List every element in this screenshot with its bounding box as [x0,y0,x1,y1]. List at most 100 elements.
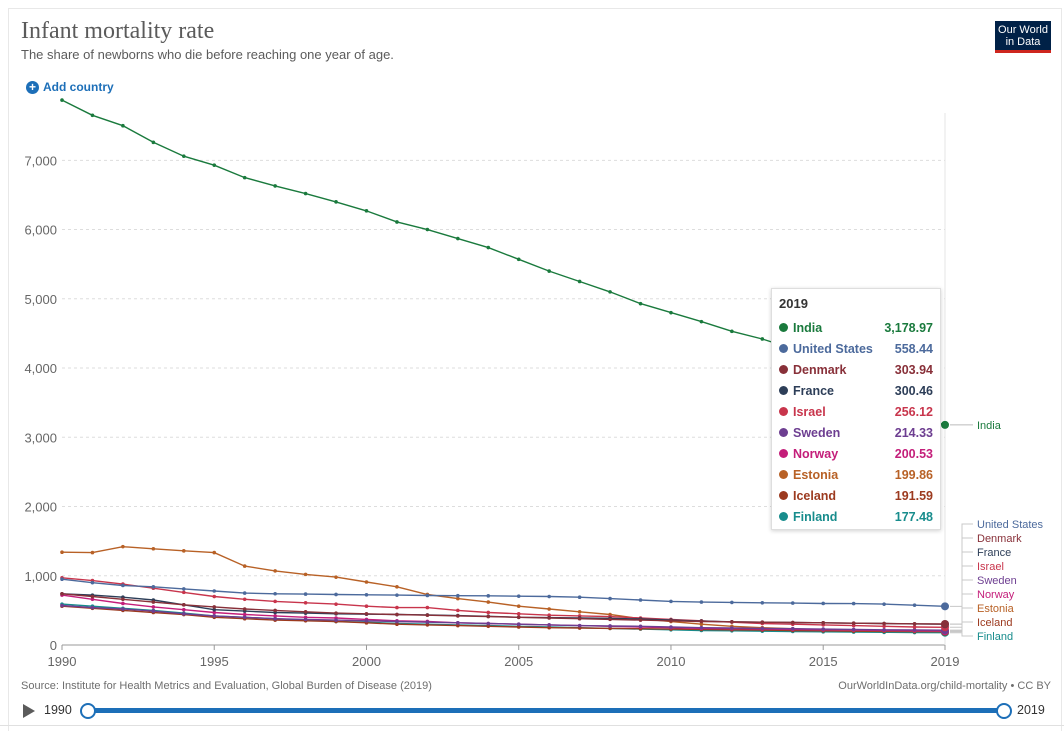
y-tick-label: 6,000 [24,223,57,238]
timeline-end-year: 2019 [1017,703,1045,717]
data-point-india [395,220,399,224]
data-point-denmark [547,616,551,620]
tooltip-dot-icon [779,344,788,353]
data-point-iceland [486,624,491,629]
data-point-iceland [395,622,399,627]
tooltip-row-sweden: Sweden 214.33 [779,422,933,443]
data-point-estonia [364,580,369,584]
data-point-united-states [516,594,521,598]
data-point-estonia [121,544,125,549]
end-labels: India United States Denmark France Israel Swe… [977,420,1044,643]
timeline-track[interactable] [87,708,1003,713]
y-tick-label: 4,000 [24,361,57,376]
series-line-denmark[interactable] [61,593,946,625]
data-point-sweden [456,621,460,625]
data-point-denmark [912,622,917,626]
tooltip-row-united-states: United States 558.44 [779,338,933,359]
data-point-israel [456,608,460,613]
series-sweden[interactable] [60,603,949,635]
series-denmark[interactable] [60,591,949,628]
tooltip-dot-icon [779,386,788,395]
series-united-states[interactable] [60,577,949,611]
end-label-estonia: Estonia [977,603,1015,615]
data-point-estonia [699,622,704,627]
data-point-norway [273,614,277,618]
data-point-india [90,113,95,118]
data-point-india [364,209,369,213]
grid-lines [62,159,945,646]
series-line-iceland[interactable] [61,605,946,633]
y-tick-label: 5,000 [24,292,57,307]
timeline-start-handle[interactable] [80,703,96,719]
data-point-united-states [456,593,460,598]
add-country-button[interactable]: + Add country [26,80,114,94]
data-point-united-states [851,601,856,606]
tooltip-rows: India 3,178.97 United States 558.44 Denmark 3… [779,317,933,527]
data-point-united-states [90,580,95,585]
y-tick-label: 3,000 [24,430,57,445]
tooltip-series-name: Finland [793,509,838,524]
tooltip-row-finland: Finland 177.48 [779,506,933,527]
series-group [60,98,949,637]
series-finland[interactable] [60,602,949,637]
logo-line-2: in Data [1005,36,1041,48]
data-point-united-states [151,585,156,589]
data-point-israel [516,612,521,616]
credit-link[interactable]: OurWorldInData.org/child-mortality • CC … [838,680,1051,692]
data-point-estonia [273,569,277,573]
data-point-israel [334,602,338,606]
data-point-india [273,184,277,188]
data-point-united-states [212,589,217,593]
tooltip-row-france: France 300.46 [779,380,933,401]
line-chart[interactable]: 0 1,000 2,000 3,000 4,000 5,000 6,000 7,000 199… [0,0,1064,700]
data-point-denmark [882,621,886,626]
data-point-sweden [730,626,734,630]
data-point-united-states [577,595,582,600]
tooltip-row-norway: Norway 200.53 [779,443,933,464]
data-point-estonia [212,550,217,555]
data-point-denmark [273,608,277,613]
play-icon[interactable] [23,704,35,718]
data-point-denmark [730,620,734,624]
timeline-end-handle[interactable] [996,703,1012,719]
series-line-israel[interactable] [61,577,946,628]
data-point-denmark [90,594,95,599]
x-tick-label: 2019 [931,654,960,669]
data-point-india [334,200,338,204]
y-tick-label: 1,000 [24,569,57,584]
data-point-norway [90,597,95,602]
data-point-india [577,279,582,284]
data-point-india [60,98,64,102]
data-point-israel [364,604,369,609]
series-line-united-states[interactable] [61,578,946,607]
data-point-united-states [334,592,338,597]
data-point-denmark [941,619,949,628]
end-label-connectors [950,424,973,637]
data-point-denmark [121,597,125,602]
tooltip-series-value: 3,178.97 [884,320,933,335]
data-point-india [303,191,308,196]
series-iceland[interactable] [60,604,949,636]
connector-estonia [950,607,973,632]
data-point-sweden [334,618,338,622]
tooltip-series-name: India [793,320,823,335]
owid-logo[interactable]: Our World in Data [995,21,1051,53]
data-point-india [730,329,734,334]
data-point-israel [425,605,430,610]
series-line-france[interactable] [61,593,946,625]
data-point-denmark [516,615,521,620]
data-point-sweden [425,620,430,624]
data-point-india [760,337,765,341]
data-point-sweden [516,622,521,627]
data-point-united-states [364,593,369,597]
end-label-denmark: Denmark [977,533,1022,545]
data-point-estonia [242,564,247,568]
tooltip-row-india: India 3,178.97 [779,317,933,338]
data-point-estonia [151,546,156,551]
y-tick-label: 0 [50,638,57,653]
data-point-united-states [760,600,765,605]
data-point-sweden [608,624,612,628]
series-line-sweden[interactable] [61,604,946,631]
data-point-denmark [303,609,308,614]
data-point-sweden [486,621,491,626]
